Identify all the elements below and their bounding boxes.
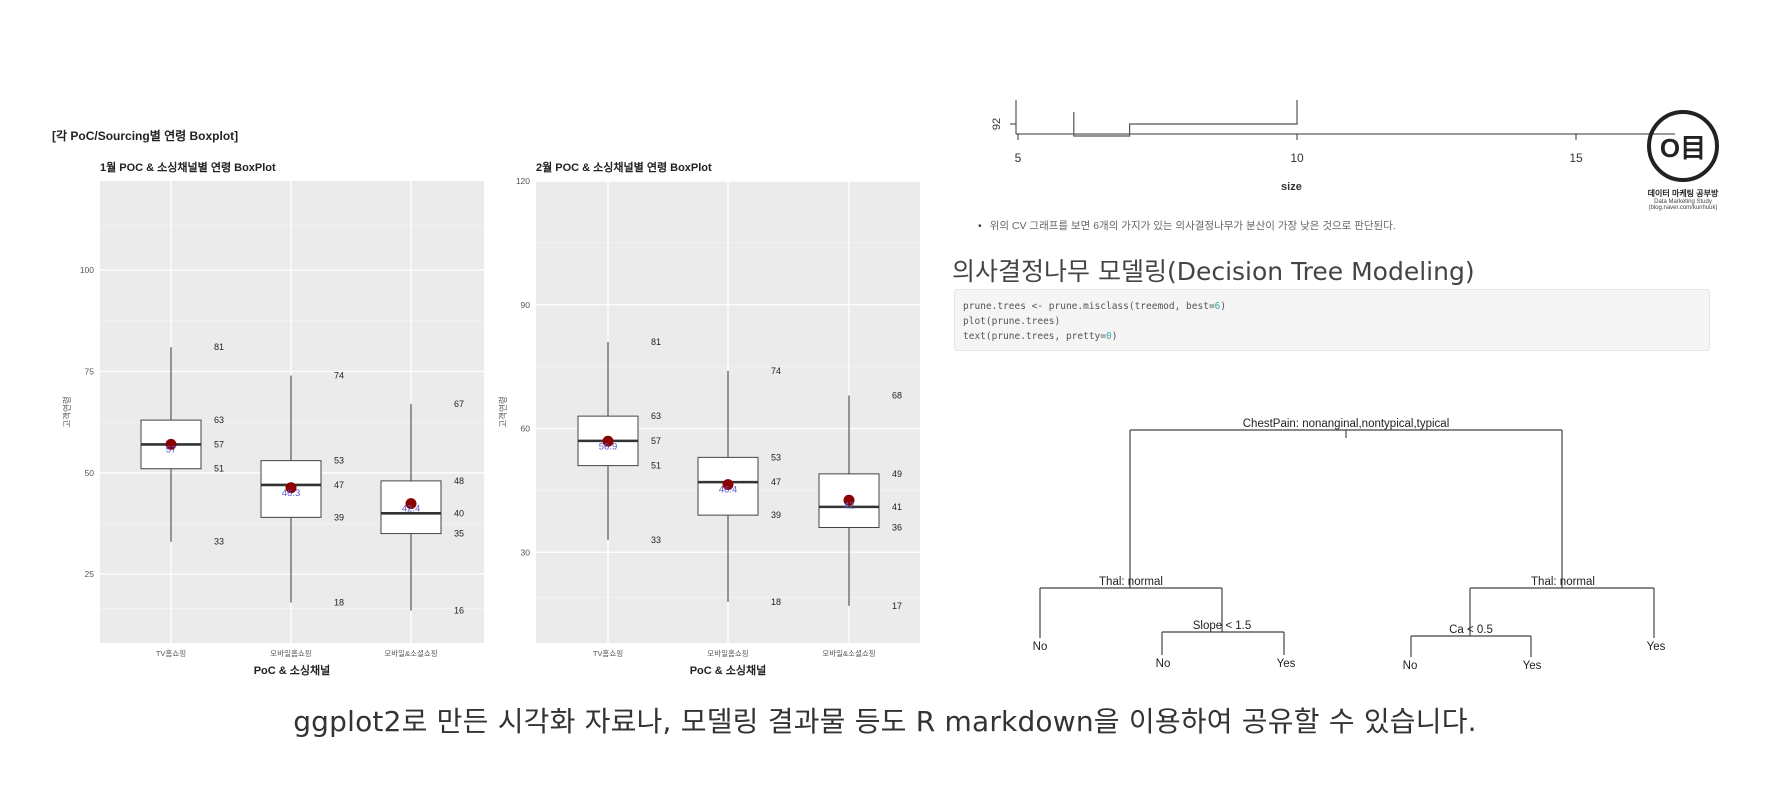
stat-annotation: 47: [771, 477, 781, 487]
x-tick-label: TV홈쇼핑: [156, 648, 186, 658]
y-axis-title: 고객연령: [498, 396, 508, 427]
x-tick-label: 모바일&소셜쇼핑: [822, 648, 875, 658]
y-tick-label: 75: [85, 366, 95, 376]
cv-bullet-text: 위의 CV 그래프를 보면 6개의 가지가 있는 의사결정나무가 분산이 가장 …: [978, 218, 1396, 233]
tree-leaf: Yes: [1647, 641, 1666, 653]
stat-annotation: 67: [454, 399, 464, 409]
stat-annotation: 74: [334, 371, 344, 381]
section-title: 의사결정나무 모델링(Decision Tree Modeling): [952, 257, 1475, 286]
y-tick-label: 60: [521, 424, 531, 434]
y-tick-label: 25: [85, 569, 95, 579]
blog-logo: O目 데이터 마케팅 공부방 Data Marketing Study (blo…: [1628, 110, 1738, 230]
stat-annotation: 16: [454, 606, 464, 616]
stat-annotation: 39: [334, 512, 344, 522]
y-tick-label: 100: [80, 265, 94, 275]
tree-leaf: No: [1403, 660, 1418, 672]
tree-node-right-left: Ca < 0.5: [1449, 624, 1493, 636]
stat-annotation: 57: [214, 439, 224, 449]
stat-annotation: 33: [214, 537, 224, 547]
logo-line1: 데이터 마케팅 공부방: [1647, 189, 1719, 198]
mean-label: 42.4: [402, 504, 421, 515]
x-axis-title: PoC & 소싱채널: [254, 663, 331, 677]
mean-label: 46.3: [282, 488, 301, 499]
stat-annotation: 49: [892, 469, 902, 479]
stat-annotation: 68: [892, 391, 902, 401]
stat-annotation: 74: [771, 366, 781, 376]
y-tick-label: 120: [516, 176, 530, 186]
y-tick-label: 30: [521, 547, 531, 557]
code-block: prune.trees <- prune.misclass(treemod, b…: [954, 289, 1710, 351]
code-line: text(prune.trees, pretty=0): [963, 331, 1118, 342]
stat-annotation: 40: [454, 508, 464, 518]
logo-mark-icon: O目: [1647, 110, 1719, 182]
mean-point: [602, 435, 614, 447]
chart-title: 1월 POC & 소싱채널별 연령 BoxPlot: [100, 160, 276, 174]
stat-annotation: 39: [771, 510, 781, 520]
plot-panel: [100, 181, 484, 643]
stat-annotation: 47: [334, 480, 344, 490]
stat-annotation: 36: [892, 523, 902, 533]
stat-annotation: 53: [771, 452, 781, 462]
x-tick-label: TV홈쇼핑: [593, 648, 623, 658]
cv-x-tick-label: 15: [1569, 151, 1583, 165]
mean-point: [405, 498, 417, 510]
tree-node-left-right: Slope < 1.5: [1193, 620, 1252, 632]
caption: ggplot2로 만든 시각화 자료나, 모델링 결과물 등도 R markdo…: [293, 705, 1477, 738]
x-tick-label: 모바일홈쇼핑: [707, 648, 748, 658]
logo-line3: (blog.naver.com/kunhuuk): [1648, 205, 1718, 211]
stat-annotation: 81: [214, 342, 224, 352]
stat-annotation: 51: [651, 461, 661, 471]
stat-annotation: 63: [214, 415, 224, 425]
cv-x-axis-title: size: [1281, 181, 1302, 193]
tree-leaf: No: [1033, 641, 1048, 653]
stat-annotation: 35: [454, 529, 464, 539]
stat-annotation: 18: [334, 597, 344, 607]
mean-label: 46.4: [719, 485, 738, 496]
x-tick-label: 모바일홈쇼핑: [270, 648, 311, 658]
x-axis-title: PoC & 소싱채널: [690, 663, 767, 677]
mean-label: 42: [844, 500, 855, 511]
cv-x-tick-label: 5: [1015, 151, 1022, 165]
tree-node-right: Thal: normal: [1531, 576, 1595, 588]
tree-node-root: ChestPain: nonanginal,nontypical,typical: [1243, 418, 1450, 430]
tree-leaf: Yes: [1523, 660, 1542, 672]
stat-annotation: 53: [334, 456, 344, 466]
stat-annotation: 41: [892, 502, 902, 512]
mean-point: [843, 494, 855, 506]
y-tick-label: 90: [521, 300, 531, 310]
x-tick-label: 모바일&소셜쇼핑: [384, 648, 437, 658]
mean-label: 57: [166, 444, 177, 455]
mean-point: [285, 482, 297, 494]
mean-point: [165, 438, 177, 450]
boxplot-section-title: [각 PoC/Sourcing별 연령 Boxplot]: [52, 128, 238, 143]
stat-annotation: 51: [214, 464, 224, 474]
cv-x-tick-label: 10: [1290, 151, 1304, 165]
y-axis-title: 고객연령: [62, 396, 72, 427]
tree-node-left: Thal: normal: [1099, 576, 1163, 588]
stat-annotation: 48: [454, 476, 464, 486]
stat-annotation: 63: [651, 411, 661, 421]
code-line: plot(prune.trees): [963, 316, 1061, 327]
stat-annotation: 33: [651, 535, 661, 545]
stat-annotation: 17: [892, 601, 902, 611]
stat-annotation: 81: [651, 337, 661, 347]
chart-title: 2월 POC & 소싱채널별 연령 BoxPlot: [536, 160, 712, 174]
mean-point: [722, 479, 734, 491]
cv-step-line: [1073, 100, 1298, 137]
y-tick-label: 50: [85, 468, 95, 478]
mean-label: 56.9: [599, 441, 618, 452]
tree-leaf: Yes: [1277, 658, 1296, 670]
code-line: prune.trees <- prune.misclass(treemod, b…: [963, 301, 1227, 312]
stat-annotation: 18: [771, 597, 781, 607]
stat-annotation: 57: [651, 436, 661, 446]
tree-leaf: No: [1156, 658, 1171, 670]
logo-line2: Data Marketing Study: [1654, 199, 1712, 205]
cv-y-tick-label: 92: [991, 118, 1003, 130]
